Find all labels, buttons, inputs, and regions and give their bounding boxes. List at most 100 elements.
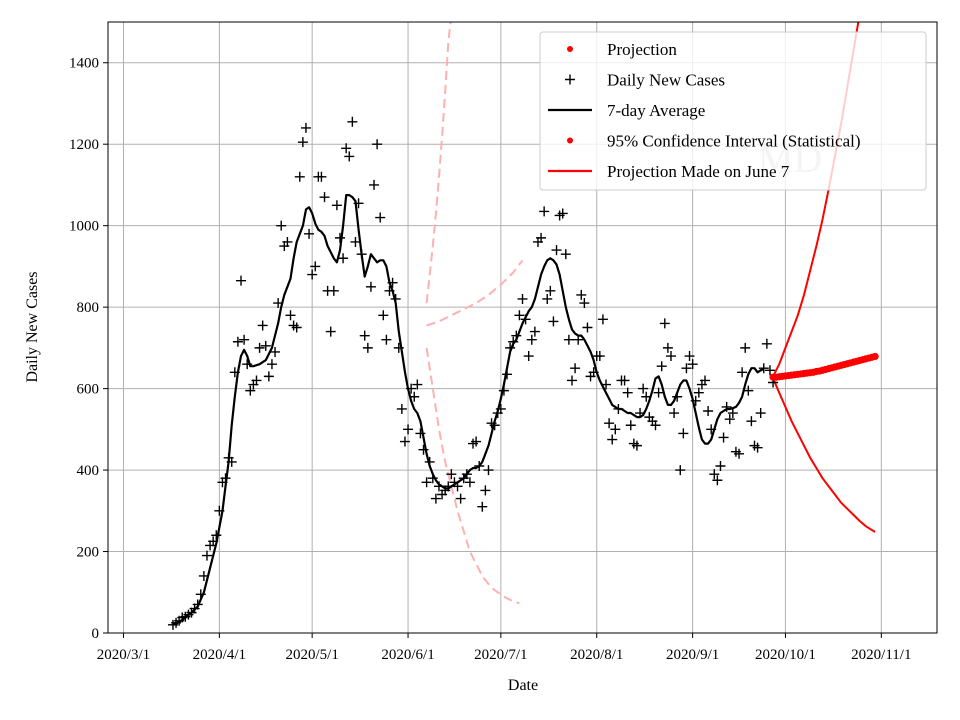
data-point-plus [310, 261, 321, 272]
data-point-plus [678, 428, 689, 439]
data-point-plus [316, 171, 327, 182]
y-tick-label: 1000 [69, 219, 99, 235]
legend-label: Daily New Cases [607, 71, 725, 90]
data-point-plus [433, 481, 444, 492]
data-point-plus [375, 212, 386, 223]
data-point-plus [721, 401, 732, 412]
data-point-plus [727, 408, 738, 419]
data-point-plus [523, 351, 534, 362]
data-point-plus [672, 391, 683, 402]
x-tick-label: 2020/3/1 [97, 647, 150, 663]
data-point-plus [650, 420, 661, 431]
y-tick-label: 0 [92, 626, 100, 642]
legend-box [539, 31, 927, 191]
projection-made-on-june-7-lower-line [425, 347, 520, 605]
data-point-plus [573, 334, 584, 345]
data-point-plus [638, 383, 649, 394]
data-point-plus [220, 473, 231, 484]
data-point-plus [254, 342, 265, 353]
data-point-plus [659, 318, 670, 329]
data-point-plus [362, 342, 373, 353]
data-point-plus [514, 310, 525, 321]
data-point-plus [304, 228, 315, 239]
data-point-plus [740, 342, 751, 353]
data-point-plus [276, 220, 287, 231]
data-point-plus [613, 403, 624, 414]
data-point-plus [529, 326, 540, 337]
data-point-plus [604, 418, 615, 429]
data-point-plus [461, 469, 472, 480]
data-point-plus [300, 122, 311, 133]
data-point-plus [764, 365, 775, 376]
data-point-plus [192, 599, 203, 610]
7-day-average-line [172, 194, 765, 626]
x-tick-label: 2020/4/1 [193, 647, 246, 663]
data-point-plus [418, 444, 429, 455]
data-point-plus [548, 316, 559, 327]
data-point-plus [471, 436, 482, 447]
data-point-plus [743, 385, 754, 396]
data-point-plus [669, 408, 680, 419]
data-point-plus [282, 236, 293, 247]
data-point-plus [430, 493, 441, 504]
data-point-plus [474, 460, 485, 471]
data-point-plus [242, 359, 253, 370]
data-point-plus [325, 326, 336, 337]
data-point-plus [551, 245, 562, 256]
data-point-plus [746, 416, 757, 427]
data-point-plus [715, 460, 726, 471]
data-point-plus [752, 442, 763, 453]
data-point-plus [338, 253, 349, 264]
data-point-plus [464, 477, 475, 488]
y-tick-label: 200 [77, 545, 100, 561]
data-point-plus [665, 351, 676, 362]
y-axis-label: Daily New Cases [24, 271, 41, 382]
y-tick-label: 1400 [69, 56, 99, 72]
data-point-plus [631, 440, 642, 451]
data-point-plus [208, 536, 219, 547]
data-point-plus [706, 424, 717, 435]
data-point-plus [334, 232, 345, 243]
data-point-plus [211, 530, 222, 541]
data-point-plus [455, 493, 466, 504]
data-point-plus [545, 285, 556, 296]
data-point-plus [483, 465, 494, 476]
data-point-plus [709, 469, 720, 480]
data-point-plus [656, 361, 667, 372]
data-point-plus [390, 293, 401, 304]
data-point-plus [607, 434, 618, 445]
data-point-plus [384, 285, 395, 296]
legend-label: 95% Confidence Interval (Statistical) [607, 132, 861, 151]
data-point-plus [412, 379, 423, 390]
data-point-plus [517, 293, 528, 304]
data-point-plus [270, 346, 281, 357]
data-point-plus [285, 310, 296, 321]
data-point-plus [734, 448, 745, 459]
data-point-plus [693, 387, 704, 398]
data-point-plus [452, 481, 463, 492]
data-point-plus [700, 375, 711, 386]
data-point-plus [232, 336, 243, 347]
x-tick-label: 2020/5/1 [285, 647, 338, 663]
data-point-plus [341, 143, 352, 154]
data-point-plus [198, 570, 209, 581]
x-tick-label: 2020/9/1 [666, 647, 719, 663]
data-point-plus [560, 249, 571, 260]
data-point-plus [610, 424, 621, 435]
data-point-plus [542, 293, 553, 304]
plot-frame [107, 21, 938, 634]
data-point-plus [291, 322, 302, 333]
x-tick-label: 2020/6/1 [381, 647, 434, 663]
data-point-plus [480, 485, 491, 496]
data-point-plus [369, 179, 380, 190]
y-tick-label: 1200 [69, 137, 99, 153]
data-point-plus [446, 469, 457, 480]
data-point-plus [424, 456, 435, 467]
legend-label: 7-day Average [607, 101, 705, 120]
data-point-plus [526, 334, 537, 345]
data-point-plus [347, 116, 358, 127]
data-point-plus [687, 359, 698, 370]
data-point-plus [662, 342, 673, 353]
data-point-plus [570, 363, 581, 374]
data-point-plus [245, 385, 256, 396]
